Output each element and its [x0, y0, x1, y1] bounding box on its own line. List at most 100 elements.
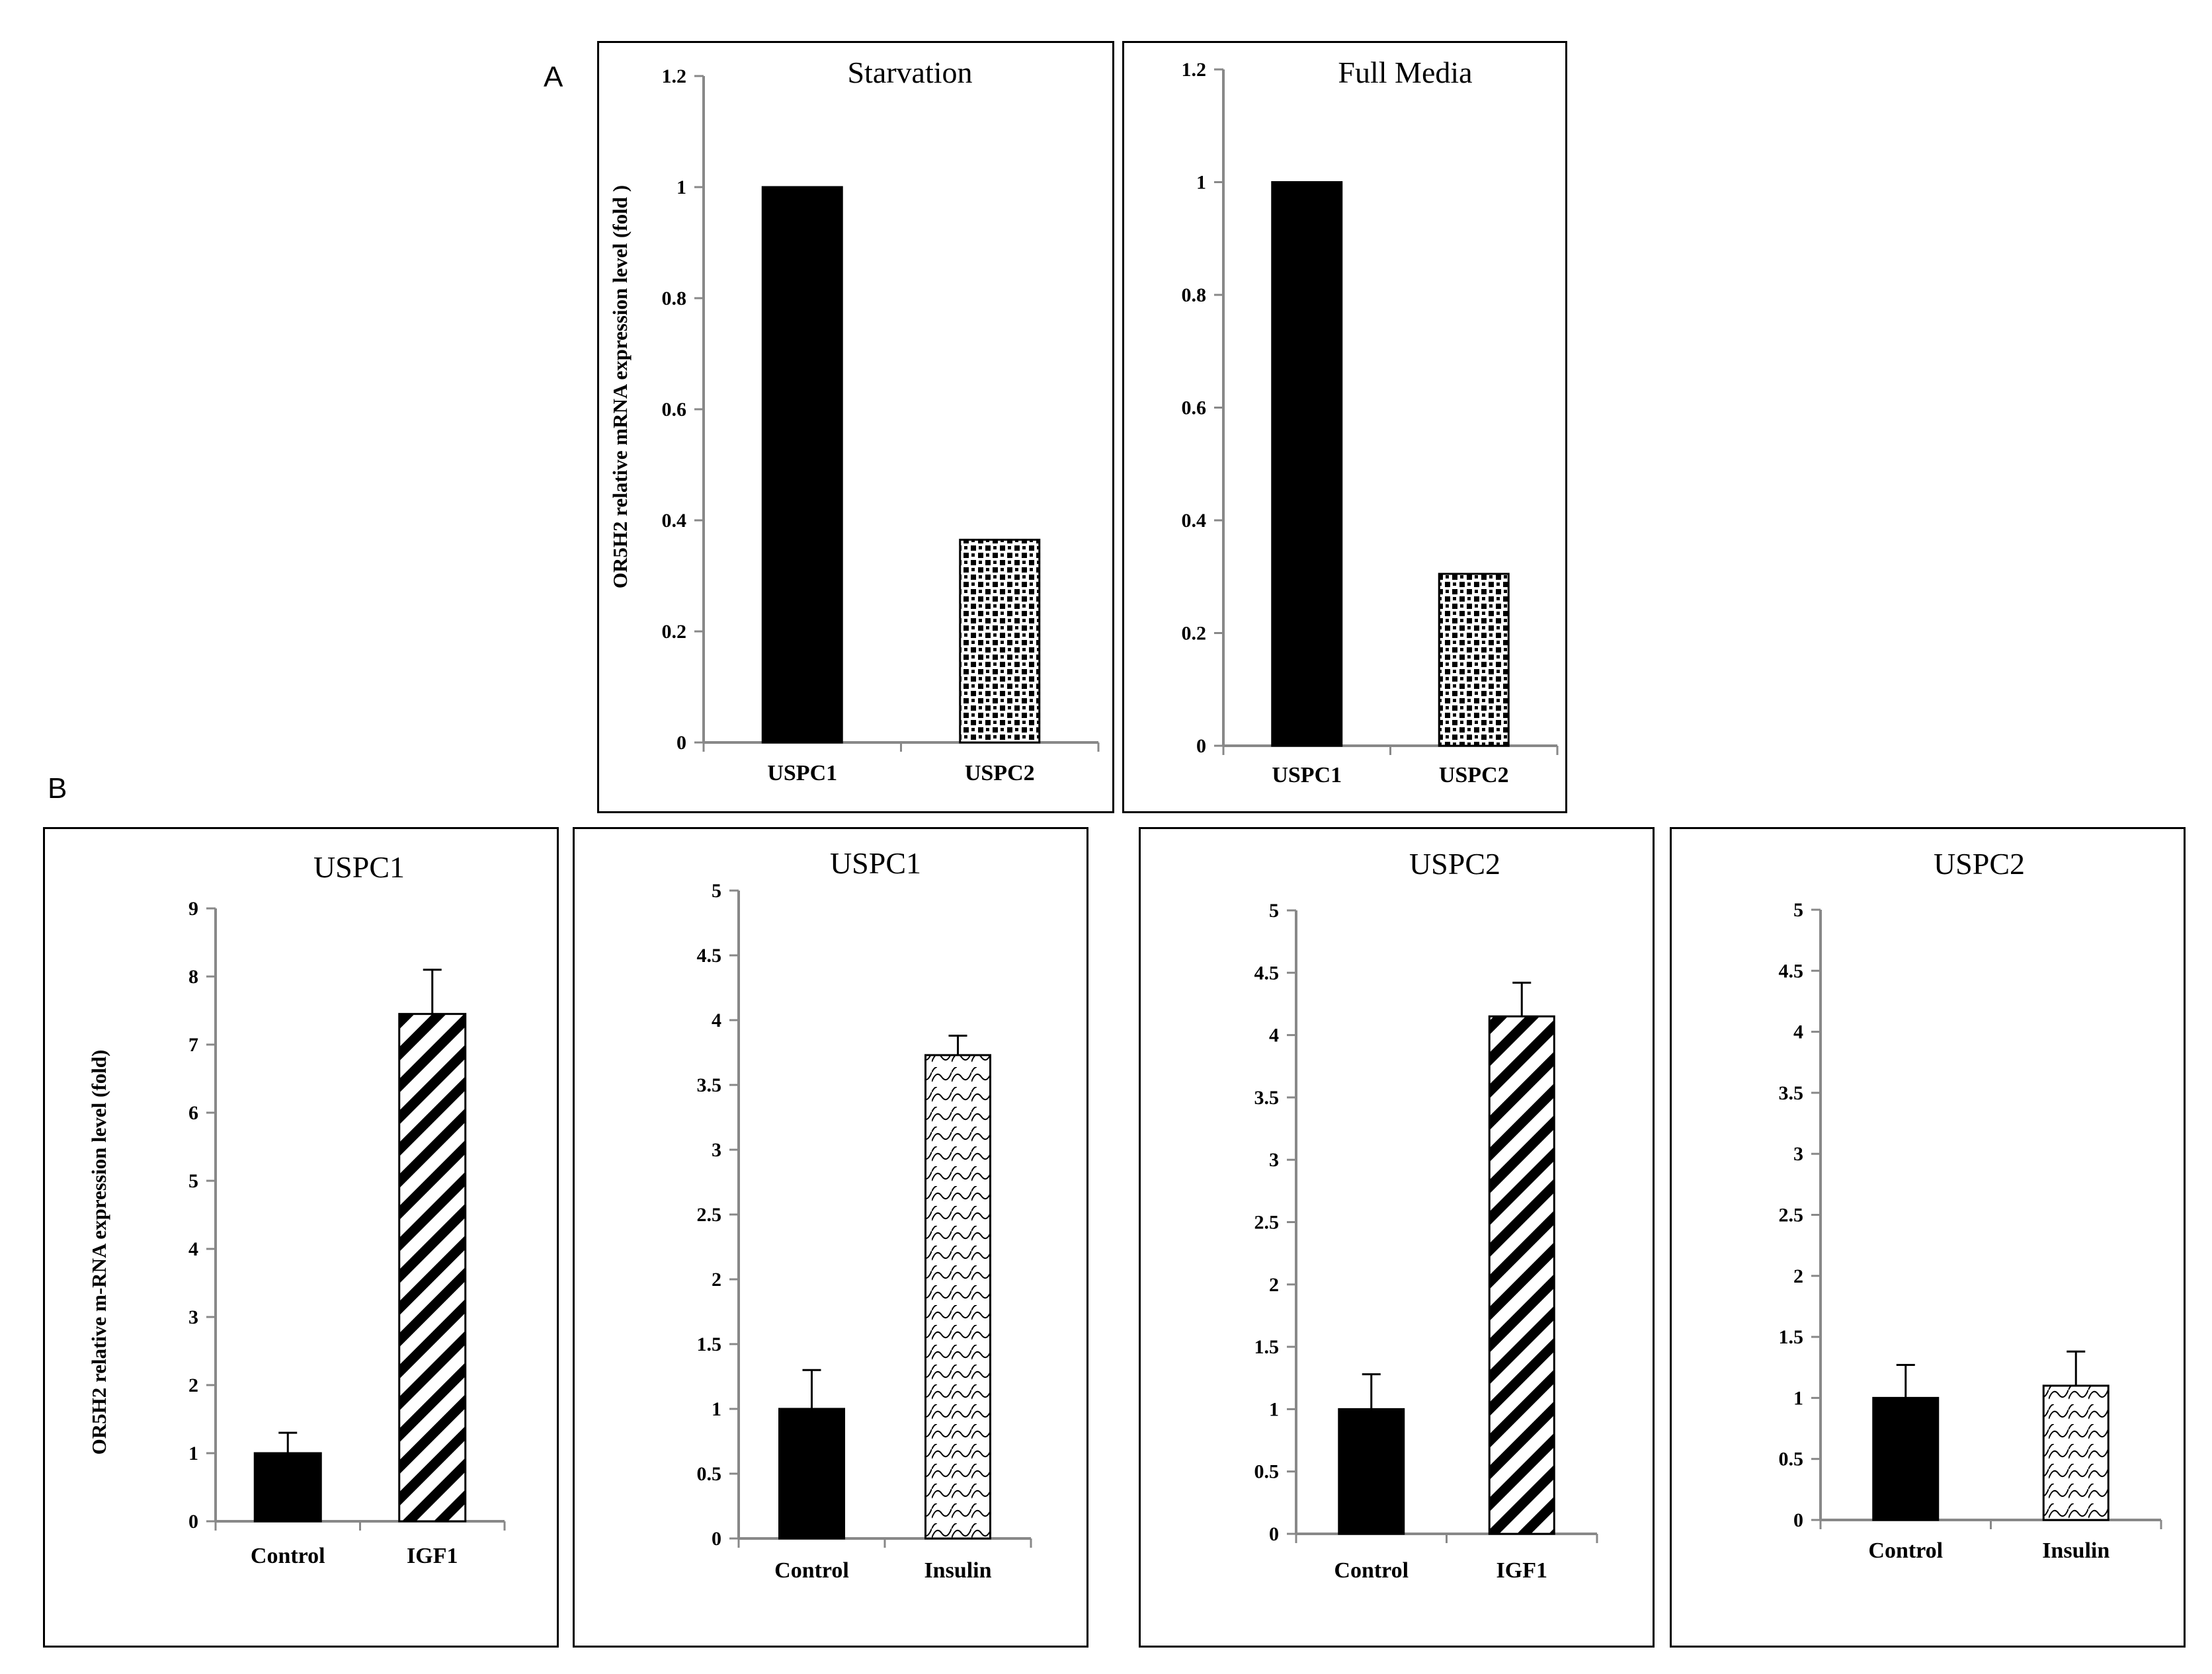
chart-title: Full Media — [1338, 56, 1472, 89]
chart-a-starvation: Starvation 0 0.2 0.4 0.6 0.8 1 1.2 USPC1 USPC2 OR5… — [597, 41, 1114, 813]
bar-uspc1 — [761, 186, 843, 744]
y-tick-label: 4 — [1269, 1025, 1279, 1047]
chart-b-uspc1-insulin: USPC1 0 0.5 1 1.5 2 2.5 3 3.5 4 4.5 5 Control Insulin — [573, 827, 1088, 1648]
y-tick-label: 1.5 — [1254, 1336, 1280, 1358]
y-tick-label: 1 — [188, 1443, 198, 1464]
category-label: IGF1 — [1496, 1558, 1547, 1583]
y-tick-label: 7 — [188, 1034, 198, 1056]
bar-control — [1338, 1408, 1405, 1535]
y-tick-label: 4 — [188, 1238, 198, 1260]
chart-a-full-media: Full Media 0 0.2 0.4 0.6 0.8 1 1.2 USPC1 USPC2 — [1122, 41, 1567, 813]
chart-b-uspc2-insulin: USPC2 0 0.5 1 1.5 2 2.5 3 3.5 4 4.5 5 Control Insulin — [1670, 827, 2186, 1648]
y-tick-label: 4.5 — [697, 945, 722, 967]
category-label: USPC1 — [1272, 763, 1342, 787]
bar-uspc1 — [1271, 181, 1343, 747]
y-tick-label: 3 — [188, 1306, 198, 1328]
category-label: Control — [251, 1544, 325, 1568]
y-tick-label: 0 — [676, 732, 686, 754]
y-tick-label: 2 — [188, 1375, 198, 1396]
y-tick-label: 5 — [1269, 900, 1279, 922]
y-tick-label: 3 — [712, 1139, 721, 1161]
chart-b-uspc1-igf1: USPC1 0 1 2 3 4 5 6 7 8 9 Control IGF1 OR5H2 relative… — [43, 827, 559, 1648]
bar-uspc2 — [959, 538, 1041, 744]
y-tick-label: 1 — [712, 1398, 721, 1420]
category-label: IGF1 — [407, 1544, 458, 1568]
category-label: Control — [1334, 1558, 1409, 1583]
y-tick-label: 9 — [188, 898, 198, 920]
chart-b-uspc2-igf1: USPC2 0 0.5 1 1.5 2 2.5 3 3.5 4 4.5 5 Control IGF1 — [1139, 827, 1655, 1648]
y-tick-label: 1.2 — [1182, 59, 1207, 81]
category-label: USPC2 — [965, 761, 1035, 785]
y-tick-label: 2.5 — [697, 1204, 722, 1226]
y-tick-label: 2 — [1269, 1274, 1279, 1296]
y-tick-label: 2 — [712, 1269, 721, 1291]
y-tick-label: 0 — [1793, 1509, 1803, 1531]
y-tick-label: 1.5 — [1779, 1326, 1804, 1348]
y-tick-label: 1.2 — [662, 65, 687, 87]
chart-title: USPC2 — [1409, 847, 1500, 881]
category-label: USPC2 — [1439, 763, 1509, 787]
category-label: Control — [774, 1558, 849, 1583]
bar-igf1 — [1488, 1015, 1555, 1535]
y-tick-label: 0.5 — [1254, 1461, 1280, 1483]
y-tick-label: 0.4 — [1182, 510, 1207, 532]
y-tick-label: 3.5 — [697, 1074, 722, 1096]
y-tick-label: 0 — [188, 1511, 198, 1533]
y-tick-label: 0.8 — [662, 288, 687, 309]
y-tick-label: 2 — [1793, 1265, 1803, 1287]
y-tick-label: 2.5 — [1779, 1205, 1804, 1226]
category-label: Insulin — [2042, 1538, 2110, 1563]
y-tick-label: 4.5 — [1779, 960, 1804, 982]
y-tick-label: 5 — [712, 880, 721, 902]
y-tick-label: 5 — [1793, 899, 1803, 921]
y-tick-label: 0.6 — [662, 399, 687, 420]
y-tick-label: 3 — [1269, 1149, 1279, 1171]
y-tick-label: 0 — [1196, 735, 1206, 757]
y-tick-label: 0.2 — [1182, 623, 1207, 645]
bar-insulin — [2042, 1384, 2110, 1521]
y-tick-label: 8 — [188, 966, 198, 988]
y-tick-label: 1 — [1269, 1398, 1279, 1420]
chart-svg: Full Media 0 0.2 0.4 0.6 0.8 1 1.2 USPC1 USPC2 — [1182, 56, 1559, 787]
y-tick-label: 2.5 — [1254, 1212, 1280, 1234]
y-tick-label: 1 — [1196, 172, 1206, 194]
chart-svg: USPC2 0 0.5 1 1.5 2 2.5 3 3.5 4 4.5 5 Control IGF1 — [1254, 847, 1598, 1583]
y-tick-label: 0.2 — [662, 621, 687, 643]
bar-igf1 — [398, 1013, 467, 1523]
y-tick-label: 4 — [712, 1010, 721, 1031]
y-tick-label: 0.8 — [1182, 284, 1207, 306]
y-tick-label: 0 — [712, 1528, 721, 1550]
chart-title: Starvation — [847, 56, 972, 89]
y-tick-label: 0.4 — [662, 510, 687, 532]
bar-control — [253, 1452, 322, 1523]
y-tick-label: 0.5 — [697, 1463, 722, 1485]
y-tick-label: 0 — [1269, 1523, 1279, 1545]
bar-control — [778, 1408, 845, 1540]
category-label: Insulin — [924, 1558, 991, 1583]
y-tick-label: 3.5 — [1779, 1082, 1804, 1104]
y-axis-label: OR5H2 relative mRNA expression level (fo… — [608, 185, 632, 588]
category-label: Control — [1868, 1538, 1943, 1563]
chart-title: USPC1 — [313, 850, 405, 884]
chart-svg: USPC1 0 0.5 1 1.5 2 2.5 3 3.5 4 4.5 5 Control Insulin — [697, 846, 1032, 1583]
chart-svg: USPC2 0 0.5 1 1.5 2 2.5 3 3.5 4 4.5 5 Control Insulin — [1779, 847, 2162, 1563]
bar-insulin — [924, 1054, 991, 1540]
chart-svg: USPC1 0 1 2 3 4 5 6 7 8 9 Control IGF1 OR5H2 relative… — [87, 850, 506, 1568]
y-axis-label: OR5H2 relative m-RNA expression level (f… — [87, 1050, 110, 1455]
bar-uspc2 — [1438, 573, 1510, 747]
y-tick-label: 0.5 — [1779, 1449, 1804, 1470]
panel-b-label: B — [48, 772, 67, 805]
y-tick-label: 1 — [676, 177, 686, 198]
y-tick-label: 1.5 — [697, 1334, 722, 1355]
panel-a-label: A — [544, 61, 563, 93]
y-tick-label: 4 — [1793, 1021, 1803, 1043]
y-tick-label: 0.6 — [1182, 397, 1207, 419]
y-tick-label: 3.5 — [1254, 1087, 1280, 1109]
chart-title: USPC2 — [1934, 847, 2025, 881]
y-tick-label: 5 — [188, 1170, 198, 1192]
y-tick-label: 3 — [1793, 1143, 1803, 1165]
y-tick-label: 4.5 — [1254, 962, 1280, 984]
y-tick-label: 1 — [1793, 1387, 1803, 1409]
bar-control — [1872, 1396, 1940, 1521]
category-label: USPC1 — [767, 761, 837, 785]
